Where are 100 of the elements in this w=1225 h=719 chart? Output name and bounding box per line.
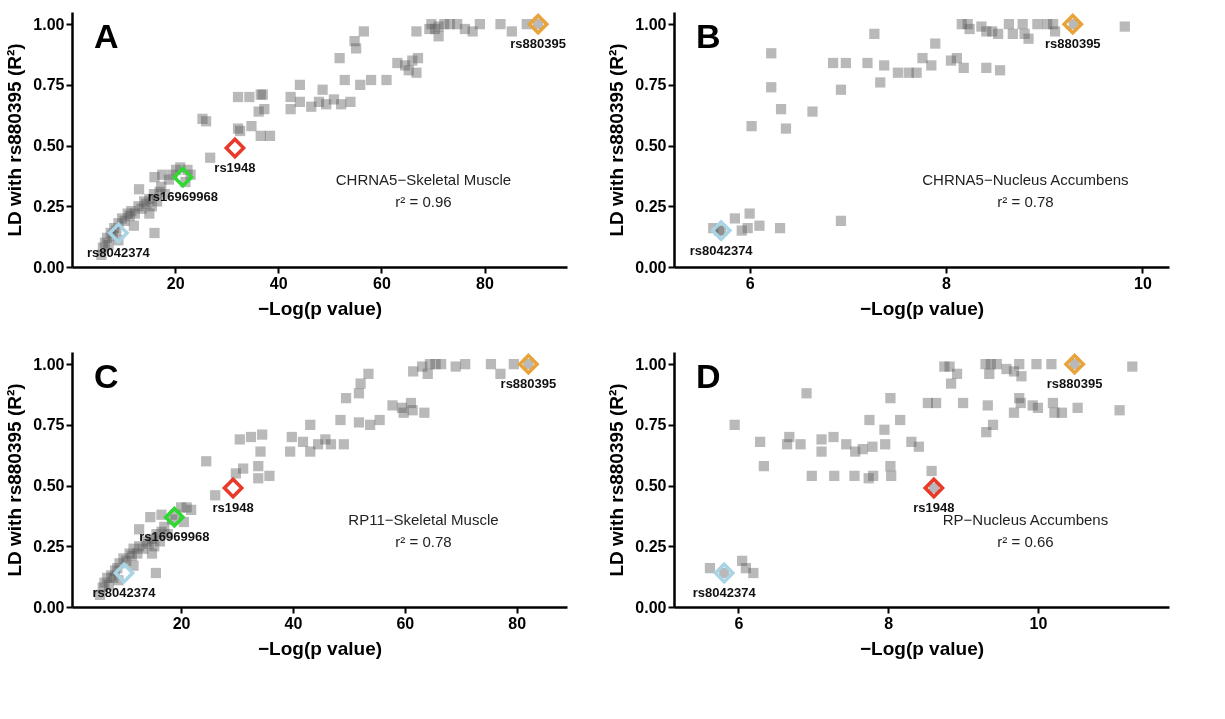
annotation: r² = 0.78 (997, 193, 1054, 211)
point (1017, 19, 1028, 30)
series-label: rs880395 (500, 376, 557, 392)
point (827, 57, 839, 69)
x-tick-label: 10 (1134, 274, 1152, 292)
series-label: rs8042374 (86, 245, 151, 260)
point (981, 62, 992, 73)
y-tick-label: 0.00 (635, 258, 667, 276)
point (1032, 19, 1043, 30)
annotation: C (94, 357, 119, 395)
x-tick-label: 8 (942, 274, 952, 292)
point (917, 53, 928, 64)
x-tick-label: 10 (1029, 614, 1048, 632)
y-tick-label: 0.50 (635, 137, 667, 155)
y-axis-title: LD with rs880395 (R²) (4, 43, 26, 237)
x-tick-label: 8 (884, 614, 894, 632)
y-tick-label: 1.00 (635, 15, 667, 33)
annotation: r² = 0.96 (395, 193, 452, 211)
y-tick-label: 0.75 (635, 416, 667, 434)
point (835, 84, 847, 95)
point (742, 223, 753, 234)
series-label: rs8042374 (692, 585, 757, 600)
point (754, 220, 765, 231)
y-tick-label: 0.50 (33, 477, 65, 495)
y-tick-label: 1.00 (33, 15, 65, 33)
annotation: B (696, 17, 721, 55)
point (222, 477, 244, 499)
point (172, 166, 194, 188)
point (923, 477, 945, 499)
series-label: rs16969968 (139, 529, 210, 545)
x-tick-label: 40 (269, 274, 288, 292)
point (113, 562, 135, 584)
series-label: rs1948 (212, 500, 254, 515)
y-tick-label: 0.50 (635, 477, 667, 495)
y-tick-label: 0.00 (635, 598, 667, 616)
x-tick-label: 60 (372, 274, 391, 292)
point (775, 104, 787, 115)
point (994, 65, 1006, 76)
point (926, 60, 937, 71)
series-label: rs8042374 (689, 242, 754, 258)
y-tick-label: 0.25 (33, 197, 65, 215)
x-tick-label: 6 (734, 614, 744, 632)
y-tick-label: 0.75 (33, 416, 65, 434)
annotation: RP11−Skeletal Muscle (348, 511, 499, 529)
annotation: D (696, 357, 721, 395)
point (713, 562, 735, 584)
point (744, 208, 755, 219)
point (807, 106, 818, 117)
point (875, 77, 886, 88)
point (1049, 26, 1061, 37)
point (774, 223, 786, 234)
annotation: r² = 0.66 (997, 533, 1054, 551)
series-label: rs880395 (510, 36, 566, 52)
y-tick-label: 0.00 (33, 598, 65, 616)
point (869, 28, 880, 39)
y-axis-title: LD with rs880395 (R²) (606, 43, 628, 237)
annotation: A (94, 17, 119, 55)
point (1119, 21, 1130, 32)
y-axis-title: LD with rs880395 (R²) (4, 383, 26, 577)
point (766, 48, 777, 59)
point (911, 67, 922, 78)
point (780, 123, 792, 134)
x-tick-label: 40 (284, 614, 303, 632)
annotation: CHRNA5−Skeletal Muscle (335, 171, 512, 189)
y-tick-label: 0.75 (635, 76, 667, 94)
point (835, 215, 847, 226)
point (958, 62, 969, 73)
y-tick-label: 0.50 (33, 137, 65, 155)
point (108, 222, 129, 244)
point (163, 506, 185, 528)
point (840, 57, 851, 69)
point (1023, 33, 1034, 44)
y-tick-label: 0.75 (33, 76, 65, 94)
y-axis-title: LD with rs880395 (R²) (606, 383, 628, 577)
x-tick-label: 6 (745, 274, 755, 292)
x-tick-label: 80 (476, 274, 494, 292)
y-tick-label: 1.00 (33, 355, 65, 373)
point (1064, 353, 1086, 375)
point (1062, 13, 1084, 35)
series-label: rs880395 (1044, 36, 1101, 52)
series-label: rs880395 (1046, 376, 1103, 392)
point (964, 23, 975, 35)
y-tick-label: 0.25 (635, 197, 667, 215)
x-tick-label: 80 (508, 614, 527, 632)
point (1007, 28, 1018, 39)
point (879, 60, 890, 71)
point (992, 28, 1004, 39)
annotation: r² = 0.78 (395, 533, 452, 551)
y-tick-label: 0.25 (635, 537, 667, 555)
point (518, 353, 539, 375)
point (862, 57, 873, 69)
point (951, 53, 962, 64)
point (1003, 19, 1015, 30)
point (892, 67, 904, 78)
series-label: rs8042374 (92, 585, 157, 600)
x-axis-title: −Log(p value) (859, 297, 985, 319)
point (766, 82, 777, 93)
y-tick-label: 1.00 (635, 355, 667, 373)
x-axis-title: −Log(p value) (257, 637, 383, 659)
series-label: rs16969968 (147, 189, 218, 205)
